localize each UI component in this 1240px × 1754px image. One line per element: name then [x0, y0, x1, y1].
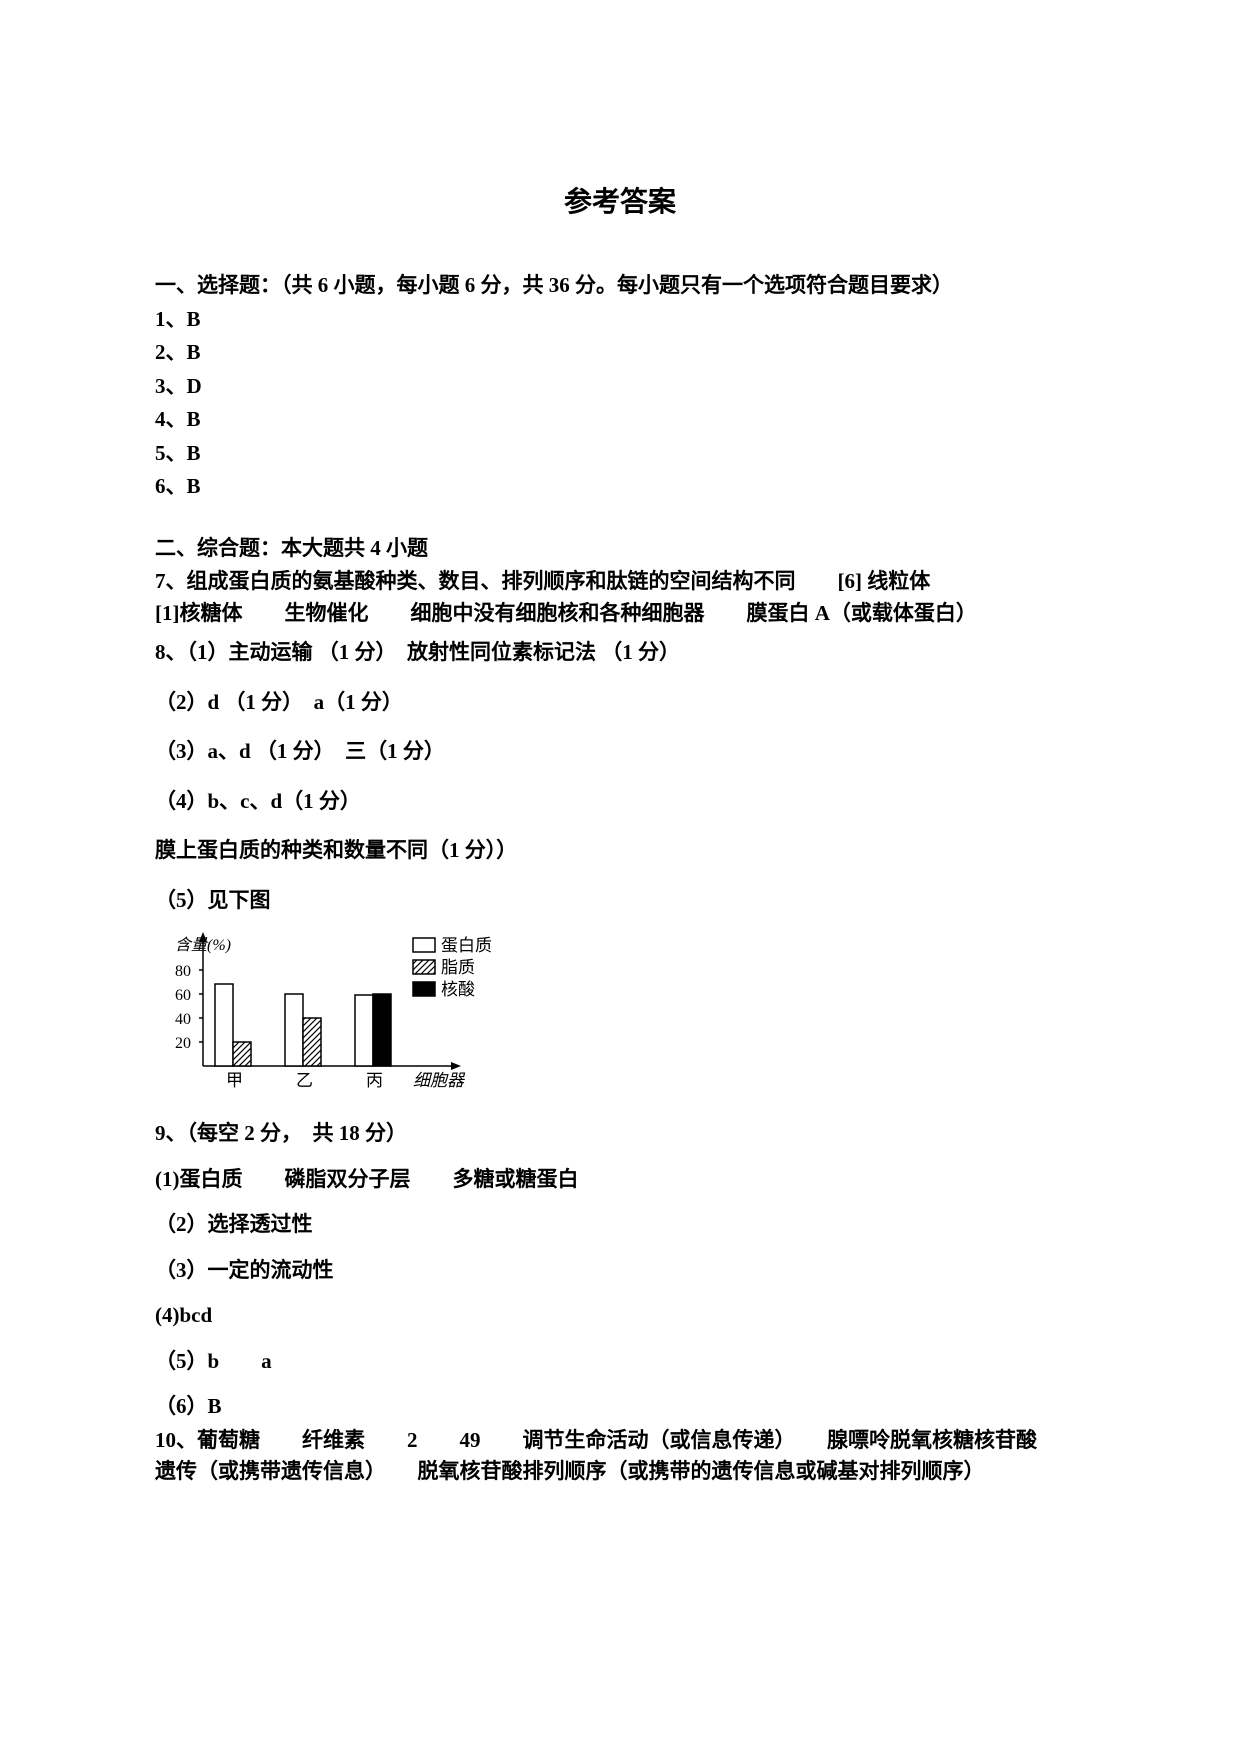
bar-chart: 含量(%) 80 60 40 20 甲 乙 丙 细胞器 蛋白质 脂质 核酸: [155, 928, 515, 1098]
bar-jia-lipid: [233, 1042, 251, 1066]
y-axis-label: 含量(%): [175, 936, 231, 954]
chart-svg: 含量(%) 80 60 40 20 甲 乙 丙 细胞器 蛋白质 脂质 核酸: [155, 928, 515, 1098]
cat-yi: 乙: [296, 1071, 313, 1090]
ytick-60: 60: [175, 987, 191, 1004]
q8-membrane: 膜上蛋白质的种类和数量不同（1 分））: [155, 835, 1085, 867]
bar-bing-protein: [355, 995, 373, 1066]
q9-sub6: （6）B: [155, 1391, 1085, 1423]
cat-bing: 丙: [366, 1071, 383, 1090]
section1-header: 一、选择题：（共 6 小题，每小题 6 分，共 36 分。每小题只有一个选项符合…: [155, 270, 1085, 302]
q9-sub3: （3）一定的流动性: [155, 1255, 1085, 1287]
q8-sub2: （2）d （1 分） a（1 分）: [155, 687, 1085, 719]
bar-yi-lipid: [303, 1018, 321, 1066]
legend-nucleic-swatch: [413, 982, 435, 996]
section2-header: 二、综合题：本大题共 4 小题: [155, 533, 1085, 565]
x-axis-label: 细胞器: [413, 1071, 466, 1090]
q8-sub4: （4）b、c、d（1 分）: [155, 786, 1085, 818]
ytick-20: 20: [175, 1035, 191, 1052]
q9-sub5: （5）b a: [155, 1346, 1085, 1378]
q9-sub2: （2）选择透过性: [155, 1209, 1085, 1241]
answer-3: 3、D: [155, 371, 1085, 403]
q7-line2: [1]核糖体 生物催化 细胞中没有细胞核和各种细胞器 膜蛋白 A（或载体蛋白）: [155, 598, 1085, 630]
q8-sub3: （3）a、d （1 分） 三（1 分）: [155, 736, 1085, 768]
legend-protein-swatch: [413, 938, 435, 952]
answer-6: 6、B: [155, 471, 1085, 503]
q8-sub5: （5）见下图: [155, 885, 1085, 917]
cat-jia: 甲: [226, 1071, 243, 1090]
q7-line1: 7、组成蛋白质的氨基酸种类、数目、排列顺序和肽链的空间结构不同 [6] 线粒体: [155, 566, 1085, 598]
bar-bing-nucleic: [373, 994, 391, 1066]
legend-lipid-label: 脂质: [441, 958, 475, 977]
legend-lipid-swatch: [413, 960, 435, 974]
ytick-80: 80: [175, 963, 191, 980]
page-title: 参考答案: [155, 180, 1085, 220]
ytick-40: 40: [175, 1011, 191, 1028]
legend-protein-label: 蛋白质: [441, 936, 492, 955]
q9-sub4: (4)bcd: [155, 1300, 1085, 1332]
q9-sub1: (1)蛋白质 磷脂双分子层 多糖或糖蛋白: [155, 1164, 1085, 1196]
answer-4: 4、B: [155, 404, 1085, 436]
q9-header: 9、（每空 2 分， 共 18 分）: [155, 1118, 1085, 1150]
bar-jia-protein: [215, 984, 233, 1066]
q10-line1: 10、葡萄糖 纤维素 2 49 调节生命活动（或信息传递） 腺嘌呤脱氧核糖核苷酸…: [155, 1425, 1085, 1488]
legend-nucleic-label: 核酸: [441, 980, 475, 999]
answer-2: 2、B: [155, 337, 1085, 369]
answer-1: 1、B: [155, 304, 1085, 336]
bar-yi-protein: [285, 994, 303, 1066]
answer-5: 5、B: [155, 438, 1085, 470]
q8-main: 8、（1）主动运输 （1 分） 放射性同位素标记法 （1 分）: [155, 637, 1085, 669]
